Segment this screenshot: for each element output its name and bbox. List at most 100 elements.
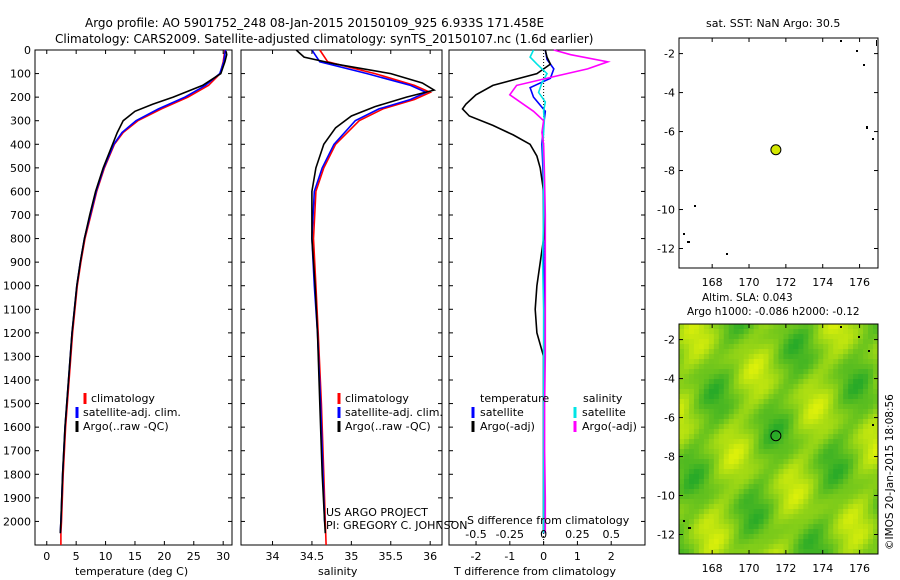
sla-cell [838,419,844,425]
sla-cell [763,439,769,445]
sla-cell [793,454,799,460]
sla-cell [823,494,829,500]
sla-cell [863,484,869,490]
sla-cell [723,549,730,555]
sla-cell [773,374,779,380]
sla-cell [788,504,794,510]
sla-cell [733,409,739,415]
sla-cell [683,519,690,525]
sla-cell [773,479,779,485]
sla-cell [708,379,715,385]
sla-cell [813,529,819,535]
sla-cell [813,404,819,410]
sla-cell [833,404,839,410]
sla-cell [813,429,819,435]
sla-cell [873,514,879,520]
sla-cell [783,419,789,425]
sla-cell [788,494,794,500]
sla-cell [713,419,720,425]
sla-cell [813,364,819,370]
sla-cell [753,449,759,455]
legend-label-climatology: climatology [91,392,155,405]
sla-cell [693,404,700,410]
sla-cell [758,324,764,330]
sla-cell [688,429,695,435]
sla-cell [693,509,700,515]
sla-cell [758,544,764,550]
sla-cell [773,434,779,440]
sla-cell [868,534,874,540]
sla-cell [773,419,779,425]
sla-cell [838,434,844,440]
sla-cell [818,354,824,360]
sla-cell [813,454,819,460]
sla-cell [818,394,824,400]
sla-cell [738,469,744,475]
sla-cell [758,504,764,510]
sla-cell [853,339,859,345]
sla-cell [848,479,854,485]
sla-cell [683,524,690,530]
sla-cell [818,524,824,530]
sla-cell [703,339,710,345]
sla-cell [873,399,879,405]
sla-cell [718,344,725,350]
sla-cell [818,519,824,525]
sla-cell [833,469,839,475]
sla-cell [698,434,705,440]
sla-cell [828,484,834,490]
sla-cell [778,484,784,490]
sla-cell [693,399,700,405]
sla-cell [698,329,705,335]
sla-cell [693,324,700,330]
sla-cell [743,329,749,335]
sla-cell [833,494,839,500]
sla-cell [793,369,799,375]
sla-cell [838,459,844,465]
sla-cell [858,444,864,450]
sla-cell [803,509,809,515]
sla-cell [748,359,754,365]
sla-cell [808,429,814,435]
sla-cell [863,429,869,435]
sla-cell [748,344,754,350]
sla-cell [833,484,839,490]
sla-cell [793,389,799,395]
sla-cell [738,404,744,410]
sla-cell [743,469,749,475]
sla-cell [728,324,735,330]
sla-cell [763,504,769,510]
sla-cell [833,384,839,390]
sla-cell [728,509,735,515]
sla-cell [738,339,744,345]
sla-cell [753,464,759,470]
sla-cell [688,519,695,525]
sla-cell [838,374,844,380]
sla-cell [798,444,804,450]
sla-cell [683,434,690,440]
sla-cell [768,324,774,330]
sla-cell [818,494,824,500]
sla-cell [798,534,804,540]
sla-cell [683,364,690,370]
x-tick-label: 15 [128,550,142,563]
series-line [461,49,552,534]
sla-cell [753,544,759,550]
sla-cell [758,454,764,460]
sla-cell [858,424,864,430]
sla-cell [688,399,695,405]
sla-cell [768,369,774,375]
sla-cell [693,364,700,370]
sla-cell [768,379,774,385]
sla-cell [778,344,784,350]
sla-cell [688,344,695,350]
sla-cell [863,339,869,345]
sla-cell [703,374,710,380]
sla-cell [848,524,854,530]
temperature-legend: climatology satellite-adj. clim. Argo(..… [75,392,181,433]
sla-cell [698,549,705,555]
sla-cell [683,409,690,415]
sla-cell [753,364,759,370]
sla-cell [743,334,749,340]
sla-cell [823,374,829,380]
